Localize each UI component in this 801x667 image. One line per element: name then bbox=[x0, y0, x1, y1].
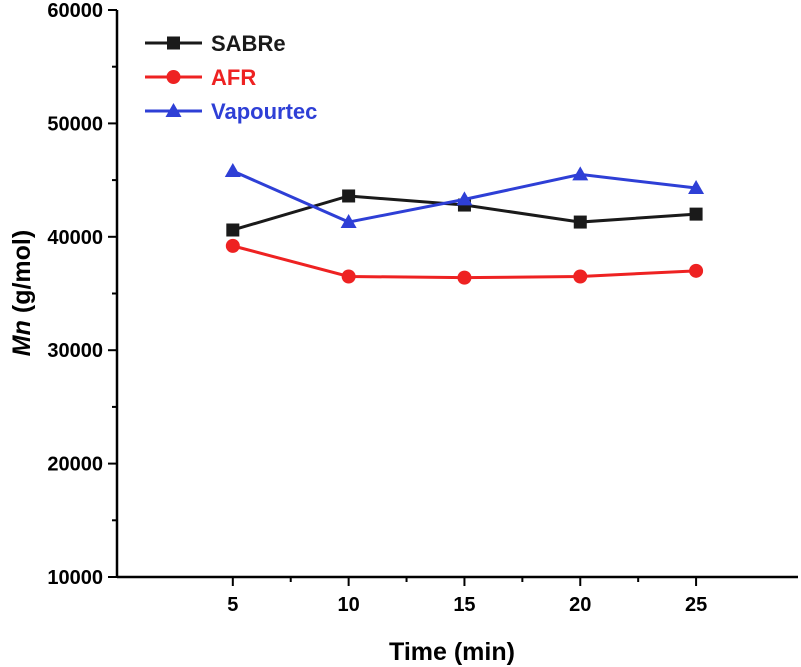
data-point-vapourtec bbox=[224, 163, 241, 178]
data-point-sabre bbox=[226, 223, 240, 237]
y-tick-label: 30000 bbox=[47, 340, 103, 362]
series-vapourtec bbox=[224, 163, 705, 229]
x-tick-label: 20 bbox=[569, 594, 591, 616]
legend-item-vapourtec: Vapourtec bbox=[145, 99, 317, 124]
data-point-sabre bbox=[573, 215, 587, 229]
plot-area bbox=[115, 10, 798, 579]
y-axis-label-rest: (g/mol) bbox=[8, 230, 36, 320]
x-tick-label: 25 bbox=[685, 594, 707, 616]
legend-label: AFR bbox=[211, 65, 256, 90]
y-tick-label: 20000 bbox=[47, 454, 103, 476]
y-ticks: 10000 20000 30000 40000 50000 60000 bbox=[47, 0, 117, 589]
legend-label: Vapourtec bbox=[211, 99, 317, 124]
y-tick-label: 40000 bbox=[47, 227, 103, 249]
x-tick-label: 10 bbox=[338, 594, 360, 616]
data-point-vapourtec bbox=[340, 214, 357, 229]
data-point-vapourtec bbox=[572, 166, 589, 181]
data-point-sabre bbox=[689, 207, 703, 221]
data-point-afr bbox=[573, 269, 588, 284]
data-point-afr bbox=[341, 269, 356, 284]
y-tick-label: 60000 bbox=[47, 0, 103, 22]
y-axis-label: Mn (g/mol) bbox=[8, 230, 36, 356]
x-tick-label: 15 bbox=[453, 594, 475, 616]
data-point-vapourtec bbox=[688, 180, 705, 195]
legend-label: SABRe bbox=[211, 31, 286, 56]
legend-item-afr: AFR bbox=[145, 65, 256, 90]
y-axis-label-main: Mn bbox=[8, 320, 36, 356]
x-axis-label: Time (min) bbox=[389, 638, 515, 666]
x-tick-label: 5 bbox=[227, 594, 238, 616]
y-tick-label: 10000 bbox=[47, 567, 103, 589]
data-point-vapourtec bbox=[456, 191, 473, 206]
legend-item-sabre: SABRe bbox=[145, 31, 286, 56]
data-point-afr bbox=[689, 263, 704, 278]
legend: SABRe AFR Vapourtec bbox=[145, 31, 317, 124]
data-point-afr bbox=[225, 238, 240, 253]
data-point-sabre bbox=[342, 189, 356, 203]
legend-marker bbox=[166, 70, 181, 84]
data-point-afr bbox=[457, 270, 472, 285]
y-tick-label: 50000 bbox=[47, 113, 103, 135]
legend-marker bbox=[167, 36, 180, 50]
series-afr bbox=[225, 238, 704, 285]
legend-marker bbox=[165, 103, 182, 117]
x-ticks: 5 10 15 20 25 bbox=[227, 577, 707, 616]
series-layer bbox=[224, 163, 705, 285]
